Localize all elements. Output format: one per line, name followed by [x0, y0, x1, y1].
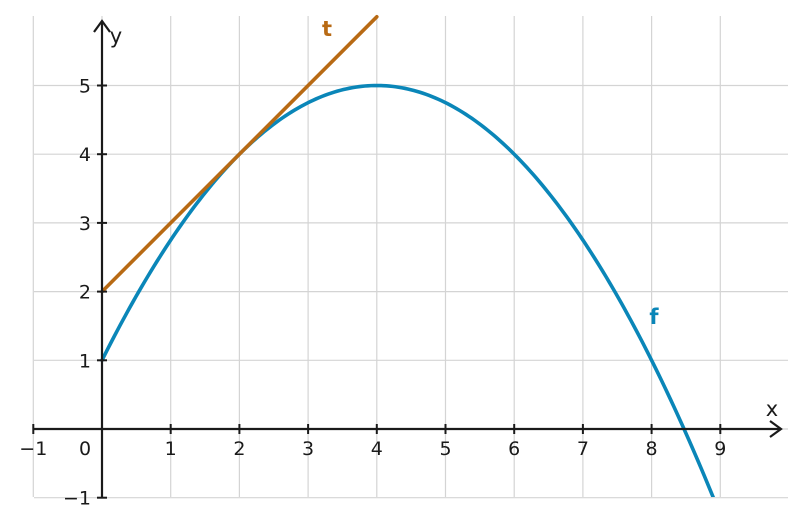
x-tick-label: 4 [371, 438, 383, 460]
y-tick-label: −1 [63, 488, 91, 510]
curves [100, 15, 716, 497]
labels: −1 0 1 2 3 4 5 6 7 8 9 −1 1 2 3 4 5 x y f t [19, 17, 778, 510]
y-tick-label: 1 [79, 350, 91, 372]
x-tick-label: 3 [302, 438, 314, 460]
x-axis-label: x [766, 397, 778, 421]
y-tick-label: 3 [79, 213, 91, 235]
y-axis-arrow [93, 19, 111, 33]
curve-label-t: t [322, 17, 332, 41]
x-tick-label: 9 [714, 438, 726, 460]
curve-t [100, 15, 379, 294]
curve-f [100, 83, 716, 497]
x-tick-label: 1 [165, 438, 177, 460]
y-tick-label: 4 [79, 144, 91, 166]
y-tick-label: 5 [79, 76, 91, 98]
x-tick-label: 8 [646, 438, 658, 460]
x-tick-label: 6 [508, 438, 520, 460]
x-tick-label: 5 [439, 438, 451, 460]
axes [34, 19, 783, 497]
curve-label-f: f [649, 305, 659, 329]
x-tick-label: 7 [577, 438, 589, 460]
x-tick-label: 0 [79, 438, 91, 460]
y-tick-label: 2 [79, 282, 91, 304]
x-tick-label: −1 [19, 438, 47, 460]
ticks [32, 84, 722, 499]
x-tick-label: 2 [233, 438, 245, 460]
y-axis-label: y [110, 24, 122, 48]
x-axis-arrow [769, 420, 783, 438]
